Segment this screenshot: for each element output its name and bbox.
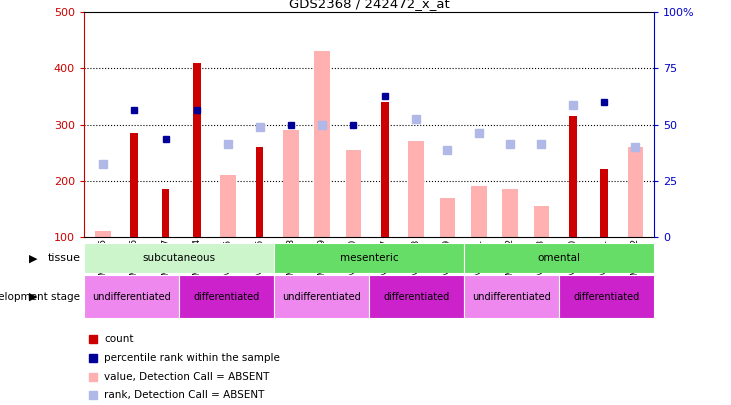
Bar — [283, 130, 299, 237]
Text: development stage: development stage — [0, 292, 80, 302]
Text: tissue: tissue — [48, 253, 80, 263]
Bar — [464, 275, 559, 318]
Text: value, Detection Call = ABSENT: value, Detection Call = ABSENT — [104, 372, 270, 382]
Bar — [559, 275, 654, 318]
Bar — [346, 150, 361, 237]
Text: differentiated: differentiated — [194, 292, 260, 302]
Bar — [130, 133, 138, 237]
Bar — [193, 63, 201, 237]
Text: omental: omental — [538, 253, 580, 263]
Bar — [179, 275, 274, 318]
Title: GDS2368 / 242472_x_at: GDS2368 / 242472_x_at — [289, 0, 450, 10]
Bar — [409, 141, 424, 237]
Bar — [220, 175, 236, 237]
Bar — [534, 206, 549, 237]
Bar — [600, 169, 608, 237]
Text: ▶: ▶ — [29, 253, 38, 263]
Bar — [256, 147, 263, 237]
Bar — [84, 275, 179, 318]
Bar — [274, 243, 464, 273]
Bar — [464, 243, 654, 273]
Text: undifferentiated: undifferentiated — [472, 292, 551, 302]
Bar — [84, 243, 274, 273]
Bar — [314, 51, 330, 237]
Bar — [502, 189, 518, 237]
Bar — [381, 102, 389, 237]
Text: undifferentiated: undifferentiated — [92, 292, 171, 302]
Text: differentiated: differentiated — [384, 292, 450, 302]
Bar — [95, 231, 110, 237]
Text: undifferentiated: undifferentiated — [282, 292, 361, 302]
Bar — [439, 198, 455, 237]
Text: percentile rank within the sample: percentile rank within the sample — [104, 353, 280, 363]
Text: rank, Detection Call = ABSENT: rank, Detection Call = ABSENT — [104, 390, 265, 400]
Bar — [162, 189, 170, 237]
Text: ▶: ▶ — [29, 292, 38, 302]
Text: subcutaneous: subcutaneous — [143, 253, 216, 263]
Text: differentiated: differentiated — [574, 292, 640, 302]
Bar — [471, 186, 487, 237]
Bar — [274, 275, 369, 318]
Text: mesenteric: mesenteric — [340, 253, 398, 263]
Text: count: count — [104, 334, 134, 343]
Bar — [628, 147, 643, 237]
Bar — [569, 116, 577, 237]
Bar — [369, 275, 464, 318]
